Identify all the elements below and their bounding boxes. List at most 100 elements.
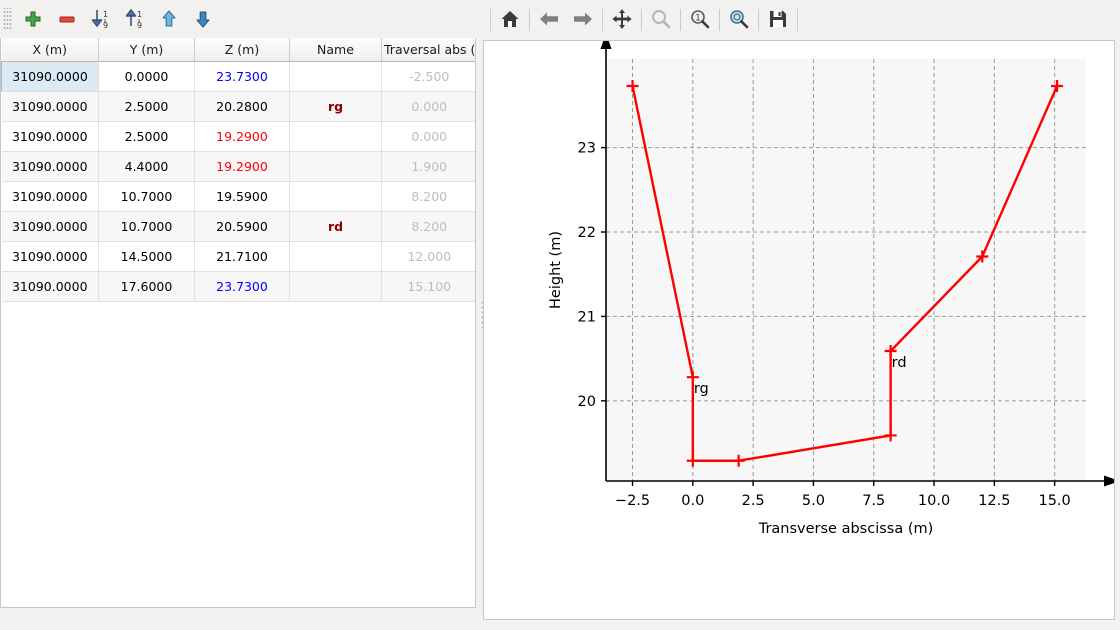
cell-name[interactable] — [289, 121, 382, 152]
table-row[interactable]: 31090.0000 4.4000 19.2900 1.900 — [1, 151, 475, 182]
plus-icon — [23, 9, 43, 29]
cell-z[interactable]: 20.2800 — [194, 91, 290, 122]
home-icon — [499, 8, 521, 33]
svg-text:9: 9 — [137, 21, 142, 30]
toolbar-drag-handle[interactable] — [3, 8, 12, 30]
cell-x[interactable]: 31090.0000 — [1, 271, 99, 302]
magnifier-icon — [650, 8, 672, 33]
x-tick-label: 15.0 — [1038, 493, 1070, 509]
splitter-grip-icon — [481, 300, 484, 330]
column-header-y[interactable]: Y (m) — [98, 38, 195, 62]
sort-ascending-button[interactable]: 1 9 — [118, 2, 152, 36]
column-header-z[interactable]: Z (m) — [194, 38, 290, 62]
pan-button[interactable] — [605, 3, 639, 37]
home-button[interactable] — [493, 3, 527, 37]
cell-y[interactable]: 10.7000 — [98, 211, 195, 242]
panel-splitter[interactable] — [477, 0, 488, 630]
svg-text:1: 1 — [103, 10, 108, 19]
cell-z[interactable]: 23.7300 — [194, 61, 290, 92]
sort-descending-button[interactable]: 1 9 — [84, 2, 118, 36]
back-button[interactable] — [532, 3, 566, 37]
table-row[interactable]: 31090.0000 10.7000 19.5900 8.200 — [1, 181, 475, 212]
toolbar-separator — [602, 9, 603, 31]
minus-icon — [57, 9, 77, 29]
cell-z[interactable]: 19.2900 — [194, 151, 290, 182]
remove-row-button[interactable] — [50, 2, 84, 36]
cell-name[interactable]: rg — [289, 91, 382, 122]
plot-background — [606, 59, 1086, 481]
cell-traversal-abs: 0.000 — [381, 121, 475, 152]
column-header-name[interactable]: Name — [289, 38, 382, 62]
cell-traversal-abs: 0.000 — [381, 91, 475, 122]
column-header-x[interactable]: X (m) — [1, 38, 99, 62]
x-tick-label: 12.5 — [978, 493, 1010, 509]
cell-x[interactable]: 31090.0000 — [1, 151, 99, 182]
y-tick-label: 23 — [578, 141, 596, 157]
table-row[interactable]: 31090.0000 0.0000 23.7300 -2.500 — [1, 60, 475, 92]
cell-y[interactable]: 4.4000 — [98, 151, 195, 182]
save-button[interactable] — [761, 3, 795, 37]
move-down-button[interactable] — [186, 2, 220, 36]
cell-z[interactable]: 23.7300 — [194, 271, 290, 302]
floppy-disk-icon — [767, 8, 789, 33]
x-axis-arrow-icon — [1104, 475, 1114, 487]
data-point-annotation: rd — [892, 355, 907, 371]
table-row[interactable]: 31090.0000 2.5000 19.2900 0.000 — [1, 121, 475, 152]
cell-name[interactable] — [289, 271, 382, 302]
cell-y[interactable]: 2.5000 — [98, 91, 195, 122]
data-point-marker — [884, 345, 897, 358]
cell-x[interactable]: 31090.0000 — [1, 121, 99, 152]
zoom-button[interactable] — [644, 3, 678, 37]
x-tick-label: 0.0 — [681, 493, 704, 509]
cell-x[interactable]: 31090.0000 — [1, 211, 99, 242]
cell-x[interactable]: 31090.0000 — [1, 241, 99, 272]
plot-panel: 1 — [483, 0, 1120, 630]
cell-name[interactable] — [289, 151, 382, 182]
cell-y[interactable]: 0.0000 — [98, 61, 195, 92]
data-point-marker — [884, 429, 897, 442]
table-row[interactable]: 31090.0000 10.7000 20.5900 rd 8.200 — [1, 211, 475, 242]
zoom-one-button[interactable]: 1 — [683, 3, 717, 37]
table-row[interactable]: 31090.0000 2.5000 20.2800 rg 0.000 — [1, 91, 475, 122]
forward-button[interactable] — [566, 3, 600, 37]
toolbar-separator — [490, 9, 491, 31]
cell-y[interactable]: 17.6000 — [98, 271, 195, 302]
add-row-button[interactable] — [16, 2, 50, 36]
cell-y[interactable]: 10.7000 — [98, 181, 195, 212]
cell-z[interactable]: 20.5900 — [194, 211, 290, 242]
plot-canvas-container[interactable]: −2.5 0.0 2.5 5.0 7.5 10.0 12.5 15.0 20 21 22 23 Tran… — [483, 40, 1115, 620]
cell-name[interactable] — [289, 181, 382, 212]
table-row[interactable]: 31090.0000 14.5000 21.7100 12.000 — [1, 241, 475, 272]
magnifier-one-icon: 1 — [689, 8, 711, 33]
cell-x[interactable]: 31090.0000 — [1, 60, 99, 92]
magnifier-fit-icon — [728, 8, 750, 33]
y-axis-arrow-icon — [600, 41, 612, 49]
cell-x[interactable]: 31090.0000 — [1, 91, 99, 122]
data-point-marker — [732, 454, 745, 467]
series-line — [631, 85, 1059, 462]
cell-y[interactable]: 14.5000 — [98, 241, 195, 272]
table-row[interactable]: 31090.0000 17.6000 23.7300 15.100 — [1, 271, 475, 302]
data-table: X (m) Y (m) Z (m) Name Traversal abs (m … — [1, 38, 475, 302]
cell-name[interactable] — [289, 61, 382, 92]
cell-y[interactable]: 2.5000 — [98, 121, 195, 152]
cell-name[interactable]: rd — [289, 211, 382, 242]
data-point-marker — [686, 454, 699, 467]
cell-x[interactable]: 31090.0000 — [1, 181, 99, 212]
y-tick-label: 20 — [578, 394, 596, 410]
x-tick-label: 2.5 — [742, 493, 765, 509]
cell-name[interactable] — [289, 241, 382, 272]
table-header-row: X (m) Y (m) Z (m) Name Traversal abs (m — [1, 38, 475, 62]
data-point-annotation: rg — [694, 381, 709, 397]
cell-traversal-abs: 8.200 — [381, 211, 475, 242]
move-cross-icon — [611, 8, 633, 33]
cell-z[interactable]: 21.7100 — [194, 241, 290, 272]
data-table-container[interactable]: X (m) Y (m) Z (m) Name Traversal abs (m … — [0, 38, 476, 608]
cell-z[interactable]: 19.5900 — [194, 181, 290, 212]
zoom-fit-button[interactable] — [722, 3, 756, 37]
cell-traversal-abs: -2.500 — [381, 61, 475, 92]
column-header-traversal-abs[interactable]: Traversal abs (m — [381, 38, 475, 62]
cell-z[interactable]: 19.2900 — [194, 121, 290, 152]
move-up-button[interactable] — [152, 2, 186, 36]
arrow-up-icon — [159, 9, 179, 29]
